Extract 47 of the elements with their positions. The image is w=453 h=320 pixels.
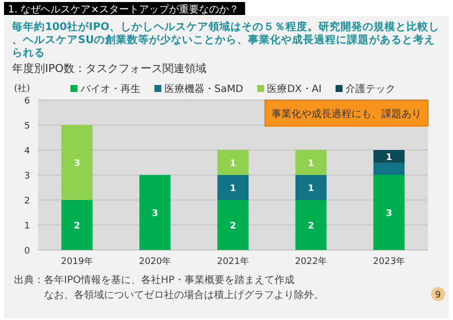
bar — [139, 175, 171, 250]
source-note: 出典：各年IPO情報を基に、各社HP・事業概要を踏まえて作成 — [14, 274, 294, 286]
bar — [373, 150, 405, 162]
text: 9 — [435, 290, 442, 300]
bar — [373, 162, 405, 175]
bar — [295, 175, 327, 200]
text: 1. なぜヘルスケア×スタートアップが重要なのか？ — [8, 4, 240, 16]
data-label: 1 — [308, 159, 314, 169]
data-label: 3 — [386, 209, 392, 219]
y-tick-label: 0 — [24, 246, 30, 256]
y-tick-label: 1 — [24, 222, 30, 232]
data-label: 3 — [152, 209, 158, 219]
legend-label: 医療機器・SaMD — [164, 83, 244, 95]
text: なお、各領域についてゼロ社の場合は積上げグラフより除外。 — [44, 289, 324, 301]
legend-label: 医療DX・AI — [267, 83, 322, 95]
data-label: 2 — [230, 222, 236, 232]
data-label: 2 — [74, 222, 80, 232]
y-axis-title: (社) — [14, 83, 30, 94]
legend-label: バイオ・再生 — [79, 83, 140, 95]
data-label: 1 — [386, 152, 392, 163]
y-tick-label: 6 — [24, 96, 30, 106]
bar — [217, 150, 249, 175]
y-tick-label: 2 — [24, 196, 30, 206]
y-tick-label: 3 — [24, 172, 30, 182]
bar — [295, 200, 327, 250]
x-tick-label: 2019年 — [61, 256, 93, 267]
data-label: 2 — [308, 222, 314, 232]
x-tick-label: 2020年 — [139, 256, 171, 267]
x-tick-label: 2021年 — [217, 256, 249, 267]
data-label: 1 — [230, 159, 236, 169]
bar — [217, 175, 249, 200]
data-label: 1 — [308, 184, 314, 194]
x-tick-label: 2023年 — [373, 256, 405, 267]
legend-label: 介護テック — [346, 83, 396, 95]
data-label: 1 — [230, 184, 236, 194]
bar — [295, 150, 327, 175]
chart-subtitle: 年度別IPO数：タスクフォース関連領域 — [12, 62, 207, 75]
data-label: 3 — [74, 159, 80, 169]
chart-title: 毎年約100社がIPO、しかしヘルスケア領域はその５％程度。研究開発の規模と比較し、ヘルスケアSUの創業数等が少ないことから、事業化や成長過程に課題があると考えられる — [11, 20, 440, 59]
x-tick-label: 2022年 — [295, 256, 327, 267]
bar — [61, 125, 93, 200]
annotation: 事業化や成長過程にも、課題あり — [272, 108, 422, 120]
bar — [61, 200, 93, 250]
bar — [217, 200, 249, 250]
bar — [373, 175, 405, 250]
y-tick-label: 5 — [24, 122, 30, 132]
y-tick-label: 4 — [24, 146, 30, 156]
